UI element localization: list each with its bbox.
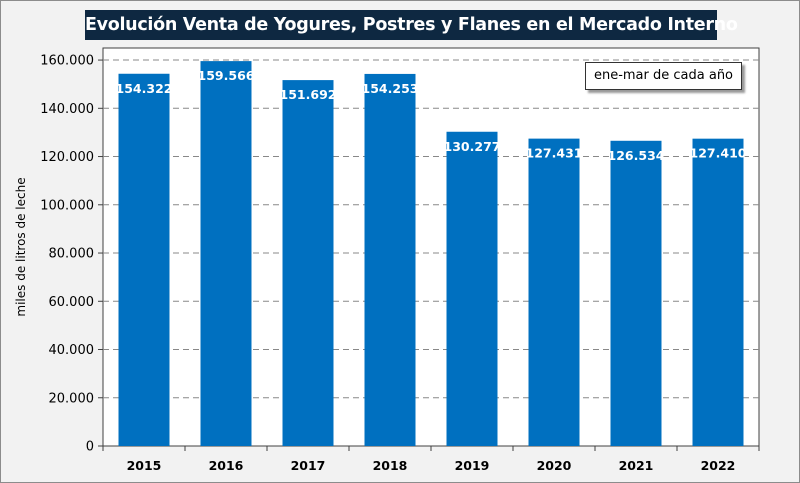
bar	[446, 131, 498, 446]
data-label: 127.431	[526, 146, 583, 161]
x-tick-label: 2015	[127, 458, 162, 473]
y-tick-label: 100.000	[40, 198, 94, 213]
x-tick-label: 2021	[619, 458, 654, 473]
y-tick-label: 20.000	[49, 391, 95, 406]
x-tick-label: 2018	[373, 458, 408, 473]
y-axis-label: miles de litros de leche	[14, 177, 28, 316]
bar	[528, 138, 580, 447]
data-label: 130.277	[444, 139, 501, 154]
chart-title: Evolución Venta de Yogures, Postres y Fl…	[85, 10, 738, 40]
bar	[610, 140, 662, 446]
x-tick-label: 2020	[537, 458, 572, 473]
data-label: 159.566	[198, 68, 255, 83]
x-tick-label: 2017	[291, 458, 326, 473]
x-tick-label: 2022	[701, 458, 736, 473]
x-tick-label: 2019	[455, 458, 490, 473]
bar	[282, 80, 334, 446]
data-label: 151.692	[280, 87, 337, 102]
bar	[118, 73, 170, 447]
data-label: 127.410	[690, 146, 747, 161]
annotation-box: ene-mar de cada año	[585, 62, 742, 90]
y-tick-label: 40.000	[49, 343, 95, 358]
bar	[200, 61, 252, 446]
bar	[364, 73, 416, 446]
data-label: 154.322	[116, 81, 173, 96]
y-tick-label: 160.000	[40, 54, 94, 69]
y-tick-label: 0	[86, 440, 94, 455]
x-tick-label: 2016	[209, 458, 244, 473]
y-tick-label: 60.000	[49, 295, 95, 310]
data-label: 154.253	[362, 81, 419, 96]
bar	[692, 138, 744, 446]
data-label: 126.534	[608, 148, 665, 163]
y-tick-label: 80.000	[49, 247, 95, 262]
y-tick-label: 140.000	[40, 102, 94, 117]
y-tick-label: 120.000	[40, 150, 94, 165]
